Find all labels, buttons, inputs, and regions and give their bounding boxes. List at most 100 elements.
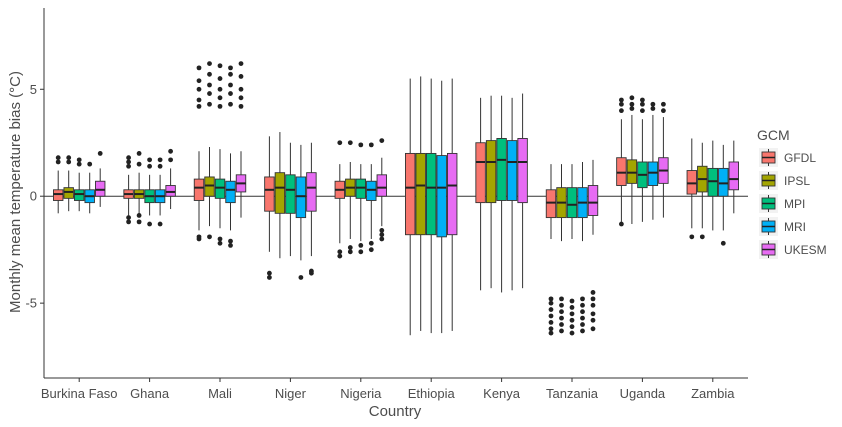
box-iqr — [566, 187, 578, 219]
outlier-point — [569, 317, 575, 323]
outlier-point — [196, 103, 202, 109]
legend-title: GCM — [757, 127, 790, 143]
y-axis-label: Monthly mean temperature bias (°C) — [7, 71, 24, 313]
legend-item-GFDL: GFDL — [759, 148, 816, 167]
outlier-point — [548, 313, 554, 319]
outlier-point — [699, 234, 705, 240]
outlier-point — [580, 309, 585, 315]
outlier-point — [559, 296, 564, 302]
outlier-point — [147, 157, 153, 163]
outlier-point — [580, 328, 585, 334]
outlier-point — [97, 151, 103, 156]
box-IPSL-Uganda — [626, 95, 638, 225]
box-GFDL-Ethiopia — [405, 78, 416, 336]
outlier-point — [559, 315, 564, 321]
box-iqr — [616, 157, 627, 186]
outlier-point — [379, 228, 385, 233]
legend-item-IPSL: IPSL — [759, 171, 810, 190]
outlier-point — [126, 155, 131, 161]
box-iqr — [405, 152, 416, 236]
box-UKESM-Nigeria — [376, 138, 387, 242]
box-MRI-Burkina-Faso — [84, 161, 95, 214]
outlier-point — [640, 108, 645, 114]
outlier-point — [337, 253, 343, 259]
outlier-point — [147, 163, 153, 169]
box-MRI-Ethiopia — [436, 80, 447, 334]
box-GFDL-Zambia — [686, 138, 697, 240]
box-iqr — [707, 167, 718, 197]
box-MPI-Niger — [285, 142, 296, 257]
x-tick-label: Ghana — [130, 386, 170, 401]
box-iqr — [485, 140, 497, 204]
plot-area — [44, 61, 748, 336]
box-iqr — [718, 167, 729, 197]
outlier-point — [136, 161, 142, 167]
outlier-point — [580, 302, 585, 308]
box-MPI-Burkina-Faso — [73, 157, 85, 212]
outlier-point — [650, 106, 656, 111]
box-IPSL-Zambia — [697, 142, 708, 240]
outlier-point — [66, 155, 72, 161]
outlier-point — [347, 245, 353, 250]
box-iqr — [426, 152, 437, 236]
outlier-point — [196, 78, 202, 84]
box-iqr — [587, 185, 599, 216]
outlier-point — [619, 101, 624, 107]
outlier-point — [207, 71, 212, 77]
outlier-point — [379, 232, 385, 238]
outlier-point — [66, 159, 72, 165]
outlier-point — [580, 296, 585, 302]
legend-label: MPI — [784, 197, 805, 211]
box-iqr — [165, 185, 176, 197]
outlier-point — [228, 71, 233, 77]
box-iqr — [496, 138, 507, 201]
box-GFDL-Burkina-Faso — [53, 155, 64, 214]
box-UKESM-Burkina-Faso — [94, 151, 106, 207]
outlier-point — [309, 270, 314, 276]
outlier-point — [217, 95, 223, 101]
outlier-point — [590, 326, 596, 332]
x-tick-label: Kenya — [483, 386, 521, 401]
outlier-point — [559, 322, 564, 327]
outlier-point — [569, 311, 575, 317]
outlier-point — [267, 275, 272, 280]
outlier-point — [126, 219, 131, 225]
box-iqr — [475, 142, 486, 204]
box-iqr — [545, 189, 557, 219]
outlier-point — [368, 247, 374, 253]
outlier-point — [559, 302, 564, 308]
outlier-point — [720, 240, 726, 246]
box-MRI-Nigeria — [366, 142, 377, 253]
x-tick-label: Mali — [208, 386, 232, 401]
legend-item-MPI: MPI — [759, 194, 805, 213]
outlier-point — [217, 76, 223, 81]
box-iqr — [376, 174, 387, 197]
outlier-point — [207, 91, 212, 96]
outlier-point — [157, 157, 163, 163]
outlier-point — [548, 296, 554, 302]
box-iqr — [517, 138, 528, 204]
outlier-point — [55, 159, 61, 165]
outlier-point — [217, 236, 223, 242]
y-tick-label: -5 — [25, 296, 37, 311]
outlier-point — [76, 157, 82, 163]
outlier-point — [126, 159, 131, 165]
box-MRI-Tanzania — [577, 161, 588, 334]
x-axis-label: Country — [369, 403, 422, 420]
outlier-point — [379, 236, 385, 242]
box-GFDL-Mali — [193, 65, 205, 242]
box-IPSL-Tanzania — [556, 164, 567, 334]
outlier-point — [168, 148, 174, 154]
outlier-point — [228, 101, 233, 107]
outlier-point — [548, 307, 554, 312]
box-iqr — [285, 174, 296, 214]
box-iqr — [193, 178, 205, 201]
box-UKESM-Zambia — [728, 140, 739, 214]
box-IPSL-Burkina-Faso — [63, 155, 74, 212]
box-UKESM-Kenya — [517, 93, 528, 289]
outlier-point — [126, 215, 131, 220]
outlier-point — [569, 298, 575, 304]
box-UKESM-Mali — [235, 61, 247, 218]
